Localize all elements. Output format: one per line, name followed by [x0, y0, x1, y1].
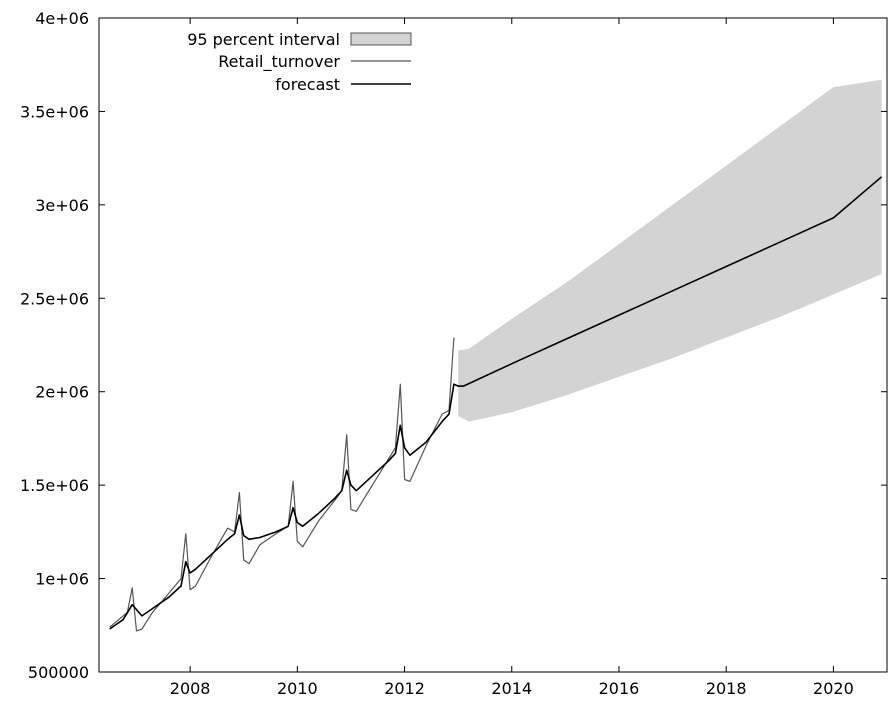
legend-label: forecast — [275, 75, 340, 94]
x-tick-label: 2014 — [491, 679, 532, 698]
legend: 95 percent interval Retail_turnoverforeca… — [187, 30, 412, 94]
lines-layer — [109, 176, 883, 632]
forecast-line — [109, 176, 883, 630]
ticks-layer: 2008 2010 2012 2014 2016 2018 2020 500000 1e+06 1… — [20, 9, 887, 698]
x-tick-label: 2018 — [706, 679, 747, 698]
legend-swatch-interval — [350, 32, 412, 46]
interval-layer — [458, 79, 882, 422]
legend-label: 95 percent interval — [187, 30, 340, 49]
x-tick-label: 2012 — [384, 679, 425, 698]
legend-label: Retail_turnover — [218, 52, 340, 72]
y-tick-label: 1.5e+06 — [20, 476, 89, 495]
y-tick-label: 3.5e+06 — [20, 102, 89, 121]
x-tick-label: 2016 — [599, 679, 640, 698]
x-tick-label: 2008 — [170, 679, 211, 698]
interval-band — [458, 79, 882, 422]
plot-frame — [98, 17, 888, 673]
y-tick-label: 4e+06 — [35, 9, 89, 28]
y-tick-label: 3e+06 — [35, 196, 89, 215]
x-tick-label: 2010 — [277, 679, 318, 698]
y-tick-label: 500000 — [28, 663, 89, 682]
y-tick-label: 2.5e+06 — [20, 289, 89, 308]
y-tick-label: 1e+06 — [35, 570, 89, 589]
y-tick-label: 2e+06 — [35, 383, 89, 402]
x-tick-label: 2020 — [813, 679, 854, 698]
